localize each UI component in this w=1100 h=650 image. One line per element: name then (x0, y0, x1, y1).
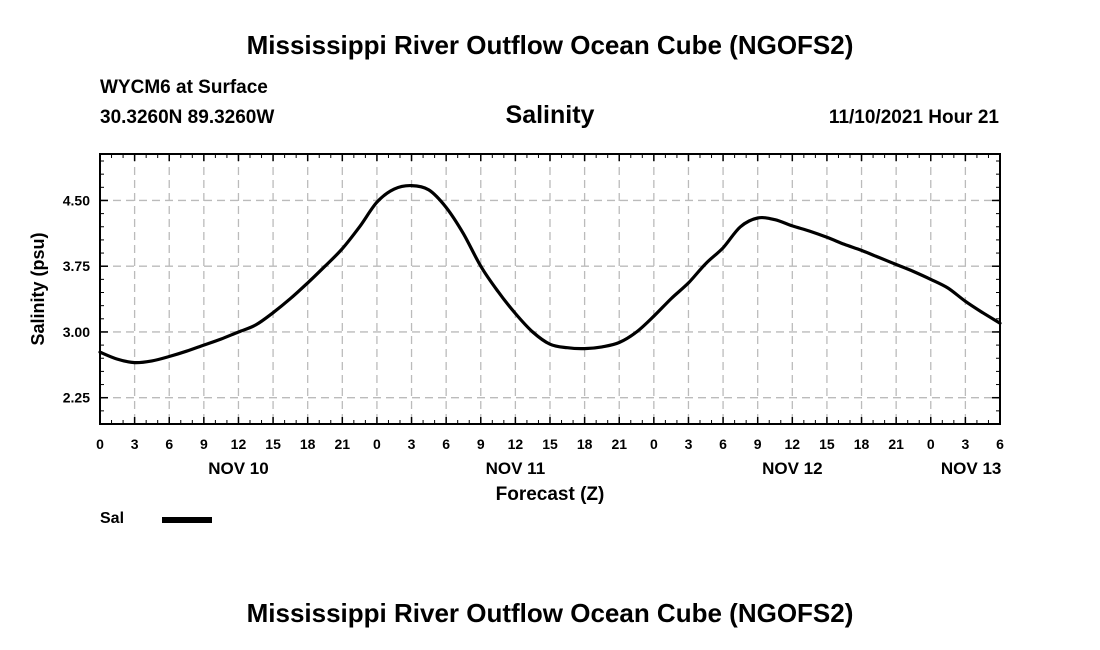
station-label: WYCM6 at Surface (100, 77, 268, 98)
x-tick-label: 15 (819, 436, 835, 452)
x-tick-label: 21 (888, 436, 904, 452)
station-coordinates: 30.3260N 89.3260W (100, 107, 275, 128)
x-tick-label: 3 (685, 436, 693, 452)
x-tick-label: 12 (508, 436, 524, 452)
x-date-label: NOV 13 (941, 459, 1001, 478)
forecast-datetime: 11/10/2021 Hour 21 (828, 107, 999, 128)
variable-title: Salinity (505, 101, 595, 129)
x-tick-label: 12 (785, 436, 801, 452)
x-tick-label: 15 (265, 436, 281, 452)
x-axis-label: Forecast (Z) (496, 484, 605, 505)
y-tick-label: 3.75 (63, 258, 90, 274)
x-tick-label: 3 (131, 436, 139, 452)
plot-frame (99, 153, 1001, 425)
x-tick-label: 0 (373, 436, 381, 452)
y-tick-label: 3.00 (63, 324, 90, 340)
chart-main-title: Mississippi River Outflow Ocean Cube (NG… (246, 30, 854, 60)
x-date-label: NOV 11 (486, 459, 546, 478)
legend-label: Sal (100, 510, 125, 527)
y-tick-label: 4.50 (63, 192, 90, 208)
x-date-label: NOV 10 (208, 459, 268, 478)
x-tick-label: 6 (165, 436, 173, 452)
salinity-series-line (98, 183, 1002, 365)
legend-line-swatch (162, 517, 212, 523)
x-tick-label: 12 (231, 436, 247, 452)
x-tick-label: 3 (408, 436, 416, 452)
gridlines (100, 154, 1000, 424)
y-axis-label: Salinity (psu) (28, 232, 48, 345)
x-tick-label: 9 (200, 436, 208, 452)
x-tick-label: 15 (542, 436, 558, 452)
x-tick-label: 6 (996, 436, 1004, 452)
chart-footer-title: Mississippi River Outflow Ocean Cube (NG… (246, 598, 854, 628)
x-tick-label: 9 (754, 436, 762, 452)
x-tick-label: 18 (854, 436, 870, 452)
x-tick-label: 6 (719, 436, 727, 452)
x-date-label: NOV 12 (762, 459, 822, 478)
x-tick-label: 18 (300, 436, 316, 452)
x-tick-label: 0 (927, 436, 935, 452)
x-tick-label: 0 (650, 436, 658, 452)
x-tick-label: 18 (577, 436, 593, 452)
x-tick-label: 21 (611, 436, 627, 452)
x-tick-label: 0 (96, 436, 104, 452)
x-tick-label: 21 (335, 436, 351, 452)
x-tick-label: 6 (442, 436, 450, 452)
x-tick-label: 3 (961, 436, 969, 452)
x-tick-label: 9 (477, 436, 485, 452)
y-tick-label: 2.25 (63, 390, 90, 406)
